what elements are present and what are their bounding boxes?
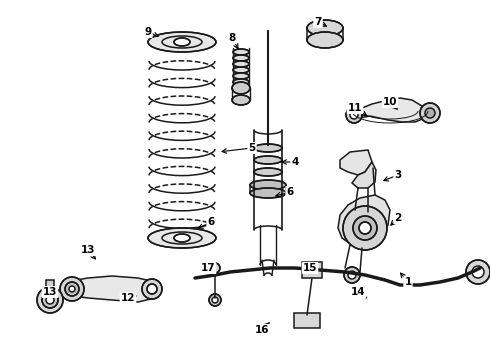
Ellipse shape (174, 38, 190, 46)
Circle shape (37, 287, 63, 313)
Text: 6: 6 (207, 217, 215, 227)
Text: 8: 8 (228, 33, 236, 43)
Ellipse shape (174, 234, 190, 242)
Ellipse shape (233, 79, 249, 85)
Ellipse shape (233, 61, 249, 67)
Text: 17: 17 (201, 263, 215, 273)
Circle shape (60, 277, 84, 301)
Circle shape (346, 107, 362, 123)
Text: 5: 5 (248, 143, 256, 153)
Ellipse shape (250, 180, 286, 190)
Ellipse shape (254, 156, 282, 164)
Circle shape (425, 108, 435, 118)
Circle shape (350, 111, 358, 119)
Ellipse shape (254, 144, 282, 152)
Polygon shape (353, 98, 428, 122)
Ellipse shape (233, 73, 249, 79)
Text: 2: 2 (394, 213, 402, 223)
Ellipse shape (232, 95, 250, 105)
Circle shape (46, 296, 54, 304)
Text: 1: 1 (404, 277, 412, 287)
Text: 16: 16 (255, 325, 269, 335)
Circle shape (209, 294, 221, 306)
Circle shape (466, 260, 490, 284)
Polygon shape (302, 262, 322, 278)
Ellipse shape (250, 188, 286, 198)
Circle shape (212, 297, 218, 303)
Circle shape (210, 263, 220, 273)
Text: 13: 13 (81, 245, 95, 255)
Text: 3: 3 (394, 170, 402, 180)
Circle shape (343, 206, 387, 250)
Polygon shape (340, 150, 372, 175)
Ellipse shape (148, 32, 216, 52)
Text: 15: 15 (303, 263, 317, 273)
Text: 13: 13 (43, 287, 57, 297)
Circle shape (147, 284, 157, 294)
Ellipse shape (233, 67, 249, 73)
Ellipse shape (307, 20, 343, 36)
Text: 4: 4 (292, 157, 299, 167)
Polygon shape (338, 195, 390, 248)
Text: 6: 6 (286, 187, 294, 197)
Polygon shape (294, 313, 320, 328)
Text: 14: 14 (351, 287, 366, 297)
Ellipse shape (233, 55, 249, 61)
Polygon shape (46, 280, 54, 287)
Text: 7: 7 (314, 17, 322, 27)
Circle shape (42, 292, 58, 308)
Ellipse shape (307, 32, 343, 48)
Circle shape (142, 279, 162, 299)
Text: 12: 12 (121, 293, 135, 303)
Circle shape (359, 222, 371, 234)
Circle shape (344, 267, 360, 283)
Text: 11: 11 (348, 103, 362, 113)
Polygon shape (62, 276, 158, 302)
Ellipse shape (233, 49, 249, 55)
Circle shape (420, 103, 440, 123)
Circle shape (348, 271, 356, 279)
Ellipse shape (254, 168, 282, 176)
Circle shape (65, 282, 79, 296)
Ellipse shape (148, 228, 216, 248)
Circle shape (353, 216, 377, 240)
Ellipse shape (232, 82, 250, 94)
Circle shape (472, 266, 484, 278)
Text: 9: 9 (145, 27, 151, 37)
Circle shape (69, 286, 75, 292)
Text: 10: 10 (383, 97, 397, 107)
Polygon shape (352, 162, 376, 188)
